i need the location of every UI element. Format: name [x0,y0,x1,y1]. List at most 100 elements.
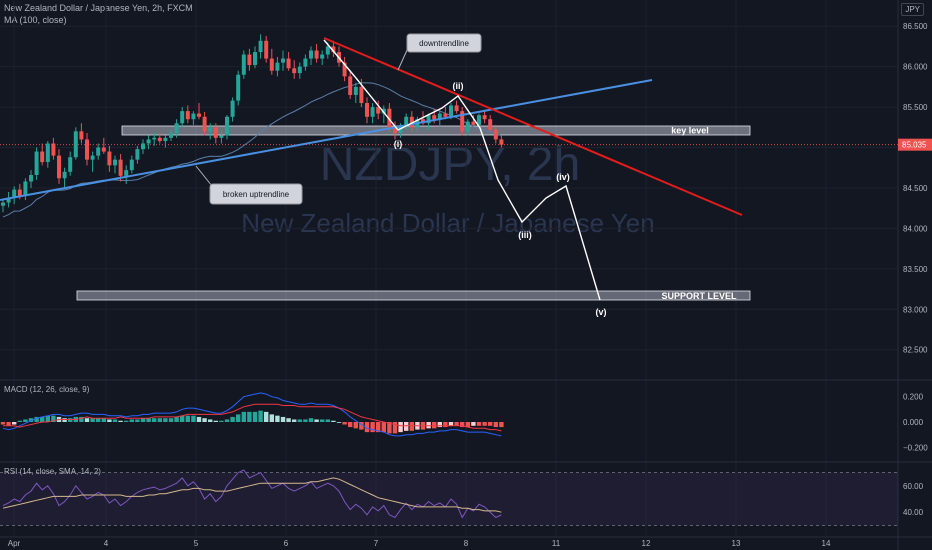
candle-body [247,54,252,66]
macd-histogram-bar [325,419,330,422]
candle-body [353,86,358,95]
macd-histogram-bar [370,422,375,433]
candle-body [219,135,224,138]
candle-body [325,46,330,55]
candle-body [191,113,196,120]
candle-body [113,159,117,166]
price-tick-label: 85.500 [903,103,928,112]
macd-histogram-bar [482,422,487,426]
currency-badge[interactable]: JPY [901,3,924,16]
macd-histogram-bar [219,420,224,422]
candle-body [107,151,112,166]
macd-histogram-bar [208,419,213,422]
macd-histogram-bar [269,414,274,422]
macd-histogram-bar [23,419,28,422]
macd-histogram-bar [0,422,6,425]
candle-body [68,157,73,172]
candle-body [163,137,168,142]
candle-body [286,58,291,69]
candle-body [376,107,381,114]
candle-body [129,159,134,171]
macd-histogram-bar [224,419,230,422]
candle-body [488,119,493,130]
macd-histogram-bar [12,422,17,425]
candle-body [45,143,50,163]
last-price-badge [898,138,932,151]
rsi-ma-line [2,477,502,513]
candle-body [404,116,409,125]
macd-tick-label: 0.000 [903,418,924,427]
time-tick-label: 13 [732,539,741,548]
macd-histogram-bar [101,418,106,422]
time-tick-label: 5 [194,539,199,548]
candle-body [96,147,101,156]
candle-body [62,171,67,179]
support-level-label: SUPPORT LEVEL [661,291,737,301]
wave-label: (ii) [453,81,464,91]
macd-histogram-bar [118,420,123,422]
macd-histogram-bar [40,416,45,422]
macd-histogram-bar [286,418,291,422]
macd-histogram-bar [129,419,134,422]
candle-body [1,202,5,206]
candle-body [465,121,470,132]
price-axis[interactable]: 82.50083.00083.50084.00084.50085.00085.5… [898,22,932,355]
candle-body [432,115,437,120]
candle-body [236,74,241,101]
time-tick-label: 14 [822,539,831,548]
time-tick-label: 4 [104,539,109,548]
key-level-label: key level [671,126,709,136]
candle-body [23,181,28,197]
candle-body [157,137,162,142]
candle-body [230,100,235,117]
candle-body [29,175,33,182]
price-tick-label: 86.500 [903,22,928,31]
time-tick-label: 11 [552,539,561,548]
candle-body [426,115,431,124]
macd-histogram-bar [146,418,151,422]
macd-histogram-bar [51,415,56,422]
macd-tick-label: −0.200 [903,443,928,452]
candle-body [454,105,459,112]
candle-body [493,129,498,140]
macd-histogram-bar [152,418,157,422]
time-tick-label: 12 [642,539,651,548]
macd-histogram-bar [460,422,465,428]
rsi-tick-label: 40.00 [903,508,924,517]
time-tick-label: 7 [374,539,379,548]
time-axis[interactable]: Apr 4 5 6 7 8 11 12 13 14 [0,536,932,548]
candle-body [12,189,17,198]
candle-body [292,68,297,74]
candle-body [208,127,213,132]
rsi-tick-label: 60.00 [903,482,924,491]
macd-line [2,392,502,437]
macd-histogram-bar [107,419,112,422]
watermark-symbol: NZDJPY, 2h [320,138,581,191]
candle-body [79,131,84,140]
macd-histogram-bar [241,411,246,422]
candle-body [449,105,453,117]
macd-histogram-bar [124,420,129,422]
candle-body [365,103,369,117]
macd-histogram-bar [264,411,269,422]
macd-histogram-bar [465,422,470,428]
macd-histogram-bar [437,422,442,428]
candle-body [443,113,448,117]
macd-histogram-bar [392,422,398,434]
macd-histogram-bar [381,422,386,433]
callout-pointer [397,47,409,71]
macd-histogram-bar [488,422,493,426]
macd-histogram-bar [45,415,50,422]
trendlines[interactable] [0,37,743,216]
uptrendline-callout [209,183,303,205]
candle-body [101,147,106,152]
macd-histogram-bar [314,419,319,422]
wave-label: (iii) [518,230,532,240]
candle-body [359,86,364,104]
price-tick-label: 84.500 [903,184,928,193]
macd-histogram-bar [180,415,185,422]
moving-average [2,82,502,218]
candle-body [303,58,308,67]
macd-histogram-bar [409,422,414,431]
